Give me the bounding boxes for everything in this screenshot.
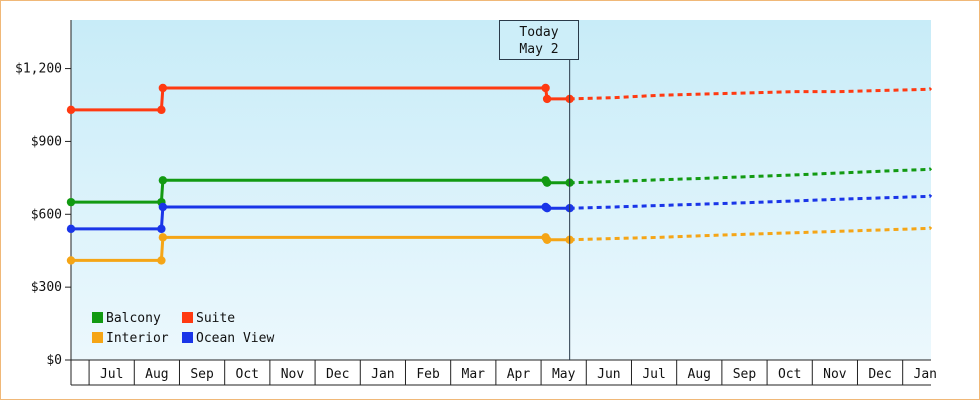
forecast-line-balcony — [569, 167, 933, 185]
data-point-suite — [541, 83, 550, 93]
x-axis: Jul Aug Sep Oct Nov Dec Jan Feb Mar Apr May Jun Jul A… — [71, 359, 937, 386]
y-tick-label: $0 — [46, 353, 62, 368]
x-tick-label: Nov — [281, 367, 305, 382]
x-tick-label: Oct — [778, 367, 801, 382]
series-interior — [66, 225, 933, 265]
data-point-interior — [542, 235, 552, 244]
forecast-line-interior — [569, 225, 933, 242]
x-tick-label: Aug — [145, 367, 168, 382]
series-lines — [66, 83, 933, 265]
y-tick-label: $1,200 — [15, 62, 62, 77]
data-point-ocean-view — [157, 224, 166, 234]
today-date: May 2 — [519, 42, 559, 57]
series-balcony — [66, 167, 933, 207]
legend-swatch-balcony — [92, 312, 103, 323]
y-tick-label: $600 — [31, 207, 62, 222]
today-title: Today — [519, 25, 559, 40]
x-tick-label: Apr — [507, 367, 531, 382]
x-tick-label: Jan — [914, 367, 937, 382]
data-point-interior — [66, 256, 76, 265]
data-point-suite — [158, 83, 168, 93]
x-tick-label: Jul — [642, 367, 665, 382]
data-point-ocean-view — [542, 204, 552, 213]
legend-swatch-suite — [182, 312, 193, 323]
forecast-line-ocean-view — [569, 193, 933, 210]
legend-swatch-interior — [92, 332, 103, 343]
series-suite — [66, 83, 933, 115]
y-tick-label: $900 — [31, 134, 62, 149]
data-point-balcony — [66, 197, 76, 207]
data-point-interior — [157, 256, 166, 265]
data-point-suite — [157, 105, 166, 115]
legend-item-interior: Interior — [92, 331, 169, 347]
today-marker-label: Today May 2 — [499, 20, 579, 60]
legend-item-suite: Suite — [182, 311, 235, 327]
forecast-line-suite — [569, 86, 933, 101]
legend-label-suite: Suite — [196, 311, 236, 326]
x-tick-label: Aug — [688, 367, 711, 382]
x-tick-label: Dec — [868, 367, 891, 382]
x-tick-label: Mar — [462, 367, 486, 382]
data-point-interior — [158, 233, 168, 242]
x-tick-label: Feb — [416, 367, 440, 382]
x-tick-label: Nov — [823, 367, 847, 382]
data-point-ocean-view — [66, 224, 76, 234]
data-point-balcony — [542, 178, 552, 187]
legend-label-ocean-view: Ocean View — [196, 331, 275, 346]
series-ocean-view — [66, 193, 933, 234]
legend-label-balcony: Balcony — [106, 311, 161, 326]
x-tick-label: Oct — [236, 367, 259, 382]
y-axis: $0 $300 $600 $900 $1,200 — [15, 20, 72, 385]
y-tick-label: $300 — [31, 280, 62, 295]
plot-area — [71, 20, 931, 360]
x-tick-label: Sep — [190, 367, 214, 382]
legend-item-balcony: Balcony — [92, 311, 161, 327]
x-tick-label: Sep — [733, 367, 757, 382]
x-tick-label: Jan — [371, 367, 394, 382]
x-tick-label: Jul — [100, 367, 123, 382]
legend-swatch-ocean-view — [182, 332, 193, 343]
x-tick-label: Dec — [326, 367, 349, 382]
data-point-ocean-view — [158, 202, 168, 212]
data-point-suite — [66, 105, 76, 115]
legend-item-ocean-view: Ocean View — [182, 331, 274, 347]
legend-label-interior: Interior — [106, 331, 169, 346]
data-point-balcony — [158, 176, 168, 185]
x-tick-label: May — [552, 367, 576, 382]
data-point-suite — [542, 94, 552, 104]
x-tick-label: Jun — [597, 367, 620, 382]
